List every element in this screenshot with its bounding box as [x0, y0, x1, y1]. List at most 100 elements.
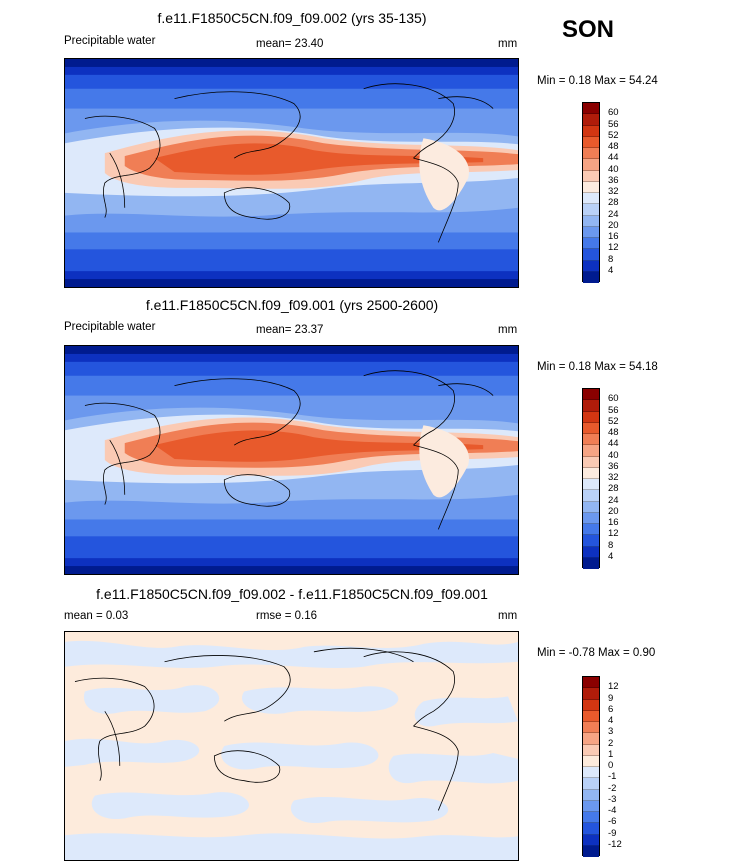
panel-2-colorbar-swatch — [583, 434, 599, 446]
panel-1-map-svg — [65, 59, 518, 287]
panel-3-colorbar-tick-label: 4 — [608, 715, 614, 726]
panel-2-colorbar-swatch — [583, 512, 599, 524]
panel-2-colorbar-tick-label: 12 — [608, 528, 619, 540]
panel-3-colorbar-tick-label: -2 — [608, 782, 617, 794]
panel-1-colorbar-swatch — [583, 260, 599, 272]
panel-2-title: f.e11.F1850C5CN.f09_f09.001 (yrs 2500-26… — [145, 297, 439, 313]
panel-2-colorbar-strip — [582, 388, 600, 569]
panel-1-colorbar: 60 56 52 48 44 40 36 32 28 24 20 16 12 8 4 — [582, 102, 682, 283]
panel-3-colorbar-tick-label: -1 — [608, 771, 617, 783]
panel-3-colorbar-swatch — [583, 778, 599, 790]
panel-1-colorbar-swatch — [583, 193, 599, 205]
panel-1-map — [64, 58, 519, 288]
panel-1-mean-label: mean= 23.40 — [256, 38, 324, 50]
panel-3-minmax-label: Min = -0.78 Max = 0.90 — [537, 647, 656, 659]
panel-2-colorbar-swatch — [583, 422, 599, 434]
panel-3-colorbar: 12 9 6 4 3 2 1 0 -1 -2 -3 -4 -6 -9 -12 — [582, 676, 682, 857]
panel-3-colorbar-tick-label: 1 — [608, 748, 614, 760]
panel-2-colorbar-swatch — [583, 501, 599, 513]
panel-1-colorbar-swatch — [583, 148, 599, 160]
panel-1-colorbar-swatch — [583, 103, 599, 115]
panel-3-colorbar-tick-label: 12 — [608, 681, 619, 693]
panel-3-map — [64, 631, 519, 861]
panel-1-colorbar-swatch — [583, 215, 599, 227]
panel-3-mean-label: mean = 0.03 — [64, 610, 129, 622]
panel-2-colorbar-tick-label: 56 — [608, 404, 619, 416]
panel-3-colorbar-swatch — [583, 722, 599, 734]
panel-3-map-svg — [65, 632, 518, 860]
panel-2-colorbar-tick-label: 4 — [608, 550, 614, 562]
panel-2-variable-label: Precipitable water — [64, 321, 156, 333]
panel-2-colorbar-tick-label: 48 — [608, 427, 619, 438]
panel-2-colorbar-swatch — [583, 445, 599, 457]
panel-3-colorbar-tick-label: 6 — [608, 703, 614, 715]
panel-2-colorbar-swatch — [583, 456, 599, 468]
panel-1-colorbar-tick-label: 20 — [608, 219, 619, 231]
panel-1-colorbar-swatch — [583, 170, 599, 182]
panel-3-colorbar-swatch — [583, 688, 599, 700]
panel-1-colorbar-swatch — [583, 136, 599, 148]
panel-1-colorbar-tick-label: 16 — [608, 231, 619, 242]
panel-3-colorbar-tick-label: 0 — [608, 760, 614, 771]
panel-2-colorbar-tick-label: 60 — [608, 393, 619, 405]
panel-1-colorbar-swatch — [583, 181, 599, 193]
panel-1-colorbar-strip — [582, 102, 600, 283]
panel-2-colorbar-swatch — [583, 479, 599, 491]
panel-2-colorbar-tick-label: 44 — [608, 438, 619, 450]
panel-1-colorbar-tick-label: 44 — [608, 152, 619, 164]
panel-3-colorbar-swatch — [583, 767, 599, 779]
panel-3-colorbar-swatch — [583, 800, 599, 812]
panel-1-colorbar-tick-label: 32 — [608, 186, 619, 197]
panel-1-colorbar-swatch — [583, 204, 599, 216]
panel-2-colorbar-tick-label: 16 — [608, 517, 619, 528]
panel-1-colorbar-tick-label: 36 — [608, 174, 619, 186]
panel-3-colorbar-tick-label: 9 — [608, 692, 614, 704]
panel-1-colorbar-tick-label: 52 — [608, 129, 619, 141]
panel-1-colorbar-tick-label: 12 — [608, 242, 619, 254]
panel-2-colorbar-tick-label: 8 — [608, 539, 614, 551]
panel-2-colorbar-swatch — [583, 389, 599, 401]
panel-2-colorbar-tick-label: 20 — [608, 505, 619, 517]
panel-1-colorbar-tick-label: 48 — [608, 141, 619, 152]
panel-2-colorbar-swatch — [583, 467, 599, 479]
panel-1-colorbar-swatch — [583, 159, 599, 171]
panel-2-colorbar-tick-label: 36 — [608, 460, 619, 472]
panel-2-map — [64, 345, 519, 575]
panel-1-title: f.e11.F1850C5CN.f09_f09.002 (yrs 35-135) — [157, 10, 427, 26]
panel-2-colorbar-swatch — [583, 535, 599, 547]
panel-3-colorbar-swatch — [583, 677, 599, 689]
panel-3-colorbar-tick-label: -4 — [608, 805, 617, 816]
panel-2-colorbar-swatch — [583, 524, 599, 536]
panel-1-minmax-label: Min = 0.18 Max = 54.24 — [537, 75, 658, 87]
panel-1-colorbar-tick-label: 40 — [608, 163, 619, 175]
panel-3-colorbar-tick-label: 3 — [608, 726, 614, 738]
panel-1-colorbar-tick-label: 56 — [608, 118, 619, 130]
panel-2-colorbar-tick-label: 28 — [608, 483, 619, 495]
panel-1-colorbar-swatch — [583, 249, 599, 261]
panel-3-colorbar-swatch — [583, 710, 599, 722]
panel-2-mean-label: mean= 23.37 — [256, 324, 324, 336]
panel-3-colorbar-swatch — [583, 845, 599, 857]
panel-2-colorbar-swatch — [583, 557, 599, 569]
panel-1-units-label: mm — [498, 38, 518, 50]
panel-2-colorbar-tick-label: 40 — [608, 449, 619, 461]
panel-3-colorbar-swatch — [583, 755, 599, 767]
panel-3-colorbar-swatch — [583, 733, 599, 745]
panel-3-colorbar-tick-label: -3 — [608, 793, 617, 805]
panel-2-colorbar: 60 56 52 48 44 40 36 32 28 24 20 16 12 8 4 — [582, 388, 682, 569]
panel-2-colorbar-swatch — [583, 546, 599, 558]
panel-3-colorbar-tick-label: -6 — [608, 816, 617, 828]
panel-2-minmax-label: Min = 0.18 Max = 54.18 — [537, 361, 658, 373]
panel-1-variable-label: Precipitable water — [64, 35, 156, 47]
panel-3-colorbar-swatch — [583, 823, 599, 835]
panel-3-colorbar-tick-label: 2 — [608, 737, 614, 749]
panel-3-colorbar-swatch — [583, 699, 599, 711]
panel-1-colorbar-tick-label: 8 — [608, 253, 614, 265]
panel-2-colorbar-tick-label: 32 — [608, 472, 619, 483]
panel-3-colorbar-strip — [582, 676, 600, 857]
panel-3-colorbar-swatch — [583, 789, 599, 801]
panel-3-title: f.e11.F1850C5CN.f09_f09.002 - f.e11.F185… — [96, 586, 488, 602]
panel-2-colorbar-tick-label: 24 — [608, 494, 619, 506]
season-label: SON — [562, 16, 615, 43]
panel-1-colorbar-tick-label: 24 — [608, 208, 619, 220]
